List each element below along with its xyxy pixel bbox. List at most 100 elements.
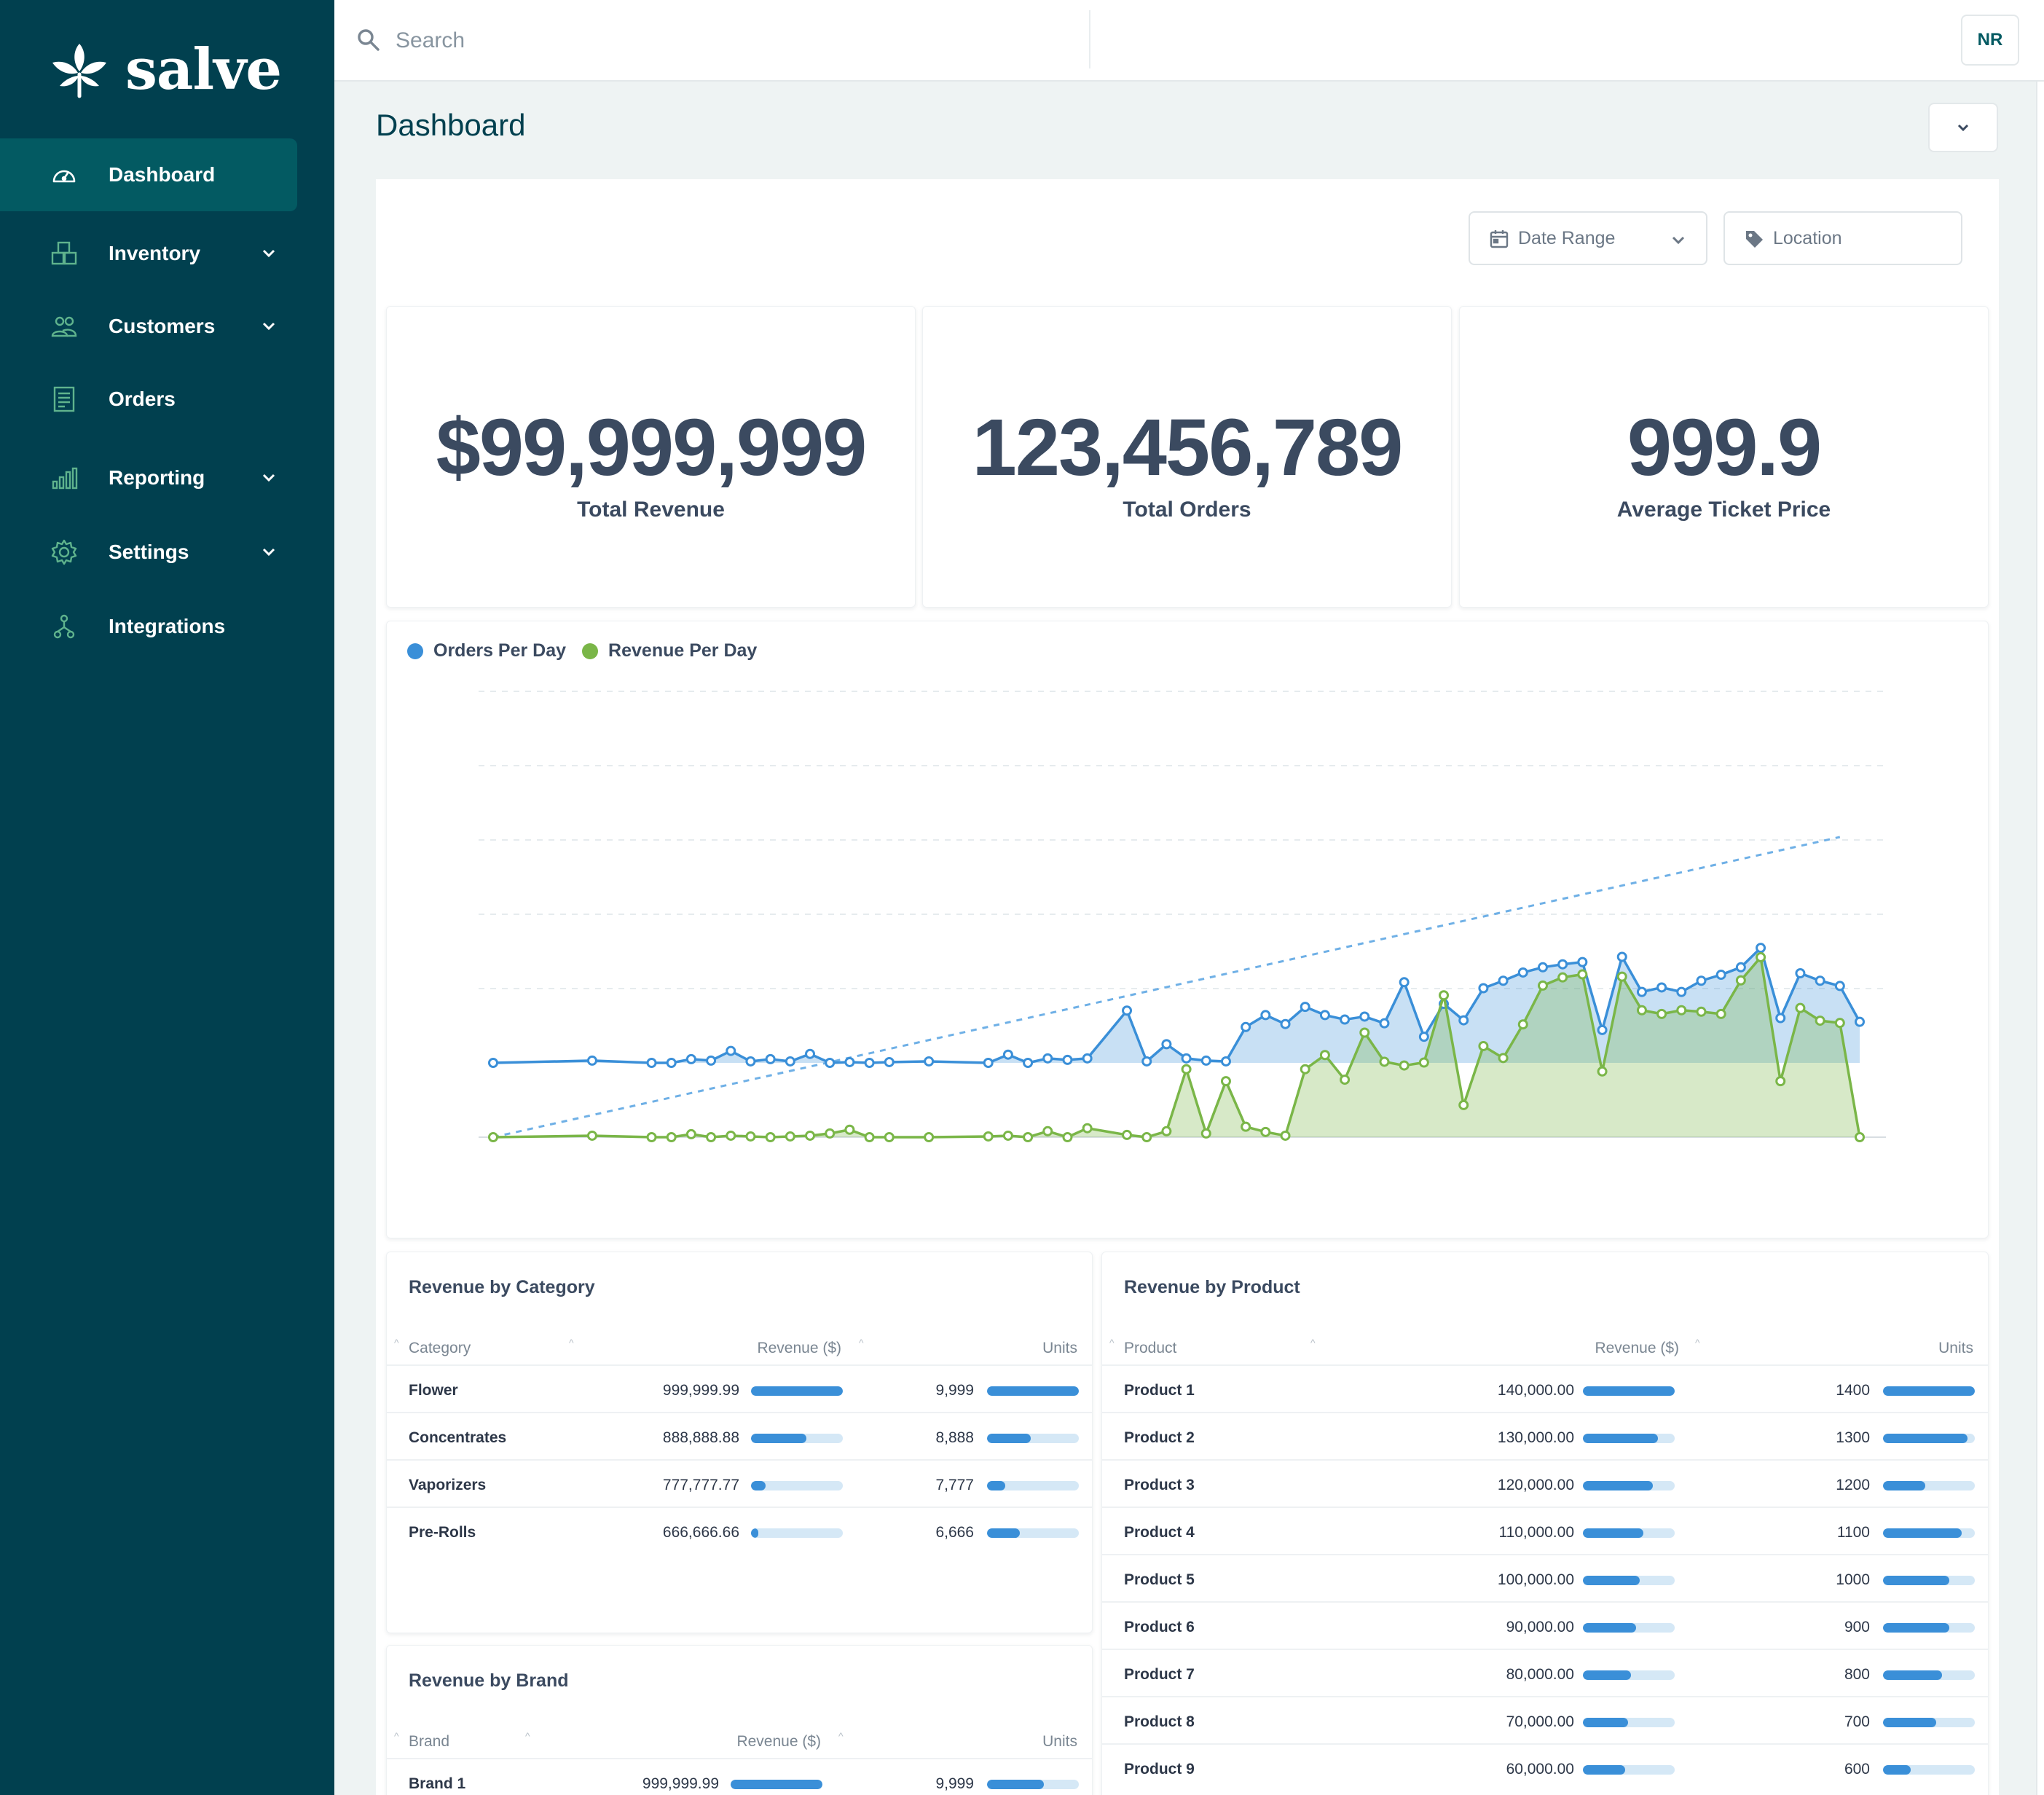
- search-input[interactable]: [396, 20, 833, 61]
- units-bar-fill: [1883, 1623, 1949, 1633]
- column-header-revenue[interactable]: Revenue ($): [736, 1733, 821, 1750]
- table-row[interactable]: Product 3 120,000.00 1200: [1102, 1459, 1988, 1507]
- column-header-category[interactable]: Category: [409, 1340, 471, 1356]
- sort-icon[interactable]: ^: [838, 1730, 844, 1742]
- calendar-icon: [1490, 230, 1509, 248]
- data-point: [1715, 970, 1726, 981]
- column-header-brand[interactable]: Brand: [409, 1733, 450, 1750]
- data-point: [1241, 1121, 1251, 1132]
- data-point: [1300, 1064, 1310, 1075]
- legend-orders[interactable]: Orders Per Day: [407, 640, 566, 661]
- data-point: [1597, 1024, 1608, 1035]
- sort-icon[interactable]: ^: [1695, 1337, 1700, 1348]
- row-units: 9,999: [935, 1775, 974, 1792]
- data-point: [1418, 1057, 1429, 1068]
- table-row[interactable]: Product 4 110,000.00 1100: [1102, 1507, 1988, 1554]
- row-name: Product 5: [1124, 1571, 1195, 1588]
- revenue-bar-fill: [1583, 1576, 1640, 1585]
- table-row[interactable]: Product 8 70,000.00 700: [1102, 1696, 1988, 1743]
- location-filter[interactable]: Location: [1723, 211, 1962, 265]
- row-revenue: 140,000.00: [1497, 1382, 1574, 1399]
- revenue-bar: [1583, 1718, 1675, 1727]
- logo[interactable]: salve: [48, 36, 282, 103]
- data-point: [726, 1130, 736, 1141]
- sidebar-item-inventory[interactable]: Inventory: [0, 217, 297, 290]
- data-point: [586, 1055, 597, 1066]
- sidebar-item-orders[interactable]: Orders: [0, 363, 297, 436]
- data-point: [1062, 1054, 1073, 1065]
- table-row[interactable]: Pre-Rolls 666,666.66 6,666: [387, 1507, 1092, 1554]
- boxes-icon: [50, 239, 79, 268]
- data-point: [1834, 981, 1845, 991]
- row-units: 1300: [1836, 1429, 1870, 1446]
- units-bar: [1883, 1765, 1975, 1775]
- data-point: [1200, 1128, 1211, 1139]
- sidebar-item-integrations[interactable]: Integrations: [0, 590, 297, 663]
- table-row[interactable]: Product 2 130,000.00 1300: [1102, 1412, 1988, 1459]
- data-point: [1439, 990, 1450, 1001]
- units-bar: [1883, 1576, 1975, 1585]
- sidebar-item-dashboard[interactable]: Dashboard: [0, 138, 297, 211]
- table-row[interactable]: Flower 999,999.99 9,999: [387, 1364, 1092, 1412]
- table-row[interactable]: Product 9 60,000.00 600: [1102, 1743, 1988, 1791]
- sort-icon[interactable]: ^: [1310, 1337, 1316, 1348]
- table-row[interactable]: Brand 1 999,999.99 9,999: [387, 1758, 1092, 1795]
- sidebar-item-settings[interactable]: Settings: [0, 516, 297, 589]
- row-name: Vaporizers: [409, 1477, 487, 1493]
- row-name: Product 7: [1124, 1666, 1195, 1683]
- data-point: [1636, 986, 1647, 997]
- sidebar-item-customers[interactable]: Customers: [0, 290, 297, 363]
- scrollbar-track[interactable]: [2036, 82, 2044, 1795]
- data-point: [1735, 975, 1746, 986]
- column-header-units[interactable]: Units: [1042, 1340, 1077, 1356]
- sidebar-item-reporting[interactable]: Reporting: [0, 441, 297, 514]
- data-point: [685, 1053, 696, 1064]
- table-row[interactable]: Product 1 140,000.00 1400: [1102, 1364, 1988, 1412]
- column-header-revenue[interactable]: Revenue ($): [1595, 1340, 1679, 1356]
- table-row[interactable]: Concentrates 888,888.88 8,888: [387, 1412, 1092, 1459]
- table-row[interactable]: Vaporizers 777,777.77 7,777: [387, 1459, 1092, 1507]
- revenue-bar-fill: [731, 1780, 822, 1789]
- data-point: [1775, 1013, 1786, 1024]
- sort-icon[interactable]: ^: [1109, 1337, 1115, 1348]
- row-revenue: 120,000.00: [1497, 1477, 1574, 1493]
- data-point: [1815, 975, 1825, 986]
- column-header-units[interactable]: Units: [1042, 1733, 1077, 1750]
- orders-revenue-chart: [479, 691, 1886, 1142]
- date-range-filter[interactable]: Date Range: [1469, 211, 1707, 265]
- revenue-by-brand-card: Revenue by Brand ^ Brand ^ Revenue ($) ^…: [386, 1645, 1093, 1795]
- table-row[interactable]: Product 5 100,000.00 1000: [1102, 1554, 1988, 1601]
- row-name: Product 8: [1124, 1713, 1195, 1730]
- data-point: [1458, 1099, 1469, 1110]
- revenue-by-category-card: Revenue by Category ^ Category ^ Revenue…: [386, 1252, 1093, 1633]
- legend-revenue[interactable]: Revenue Per Day: [582, 640, 757, 661]
- data-point: [884, 1056, 895, 1067]
- data-point: [844, 1124, 855, 1135]
- sort-icon[interactable]: ^: [525, 1730, 530, 1742]
- units-bar-fill: [1883, 1434, 1968, 1443]
- search-icon: [358, 29, 380, 51]
- data-point: [1359, 1027, 1370, 1038]
- sort-icon[interactable]: ^: [394, 1337, 399, 1348]
- sort-icon[interactable]: ^: [394, 1730, 399, 1742]
- row-revenue: 666,666.66: [662, 1524, 739, 1541]
- column-header-units[interactable]: Units: [1938, 1340, 1973, 1356]
- sort-icon[interactable]: ^: [859, 1337, 864, 1348]
- row-revenue: 70,000.00: [1506, 1713, 1574, 1730]
- table-row[interactable]: Product 7 80,000.00 800: [1102, 1649, 1988, 1696]
- table-row[interactable]: Product 6 90,000.00 900: [1102, 1601, 1988, 1649]
- sidebar: salve Dashboard Inventory Customers: [0, 0, 334, 1795]
- data-point: [785, 1056, 795, 1067]
- avatar[interactable]: NR: [1961, 15, 2019, 66]
- column-header-product[interactable]: Product: [1124, 1340, 1177, 1356]
- data-point: [1260, 1010, 1271, 1021]
- data-point: [805, 1130, 816, 1141]
- units-bar: [987, 1386, 1079, 1396]
- page-options-dropdown[interactable]: [1928, 103, 1998, 152]
- revenue-bar: [1583, 1623, 1675, 1633]
- row-name: Pre-Rolls: [409, 1524, 476, 1541]
- kpi-label: Total Revenue: [577, 498, 725, 522]
- column-header-revenue[interactable]: Revenue ($): [757, 1340, 841, 1356]
- sort-icon[interactable]: ^: [569, 1337, 574, 1348]
- leaf-logo-icon: [52, 43, 106, 98]
